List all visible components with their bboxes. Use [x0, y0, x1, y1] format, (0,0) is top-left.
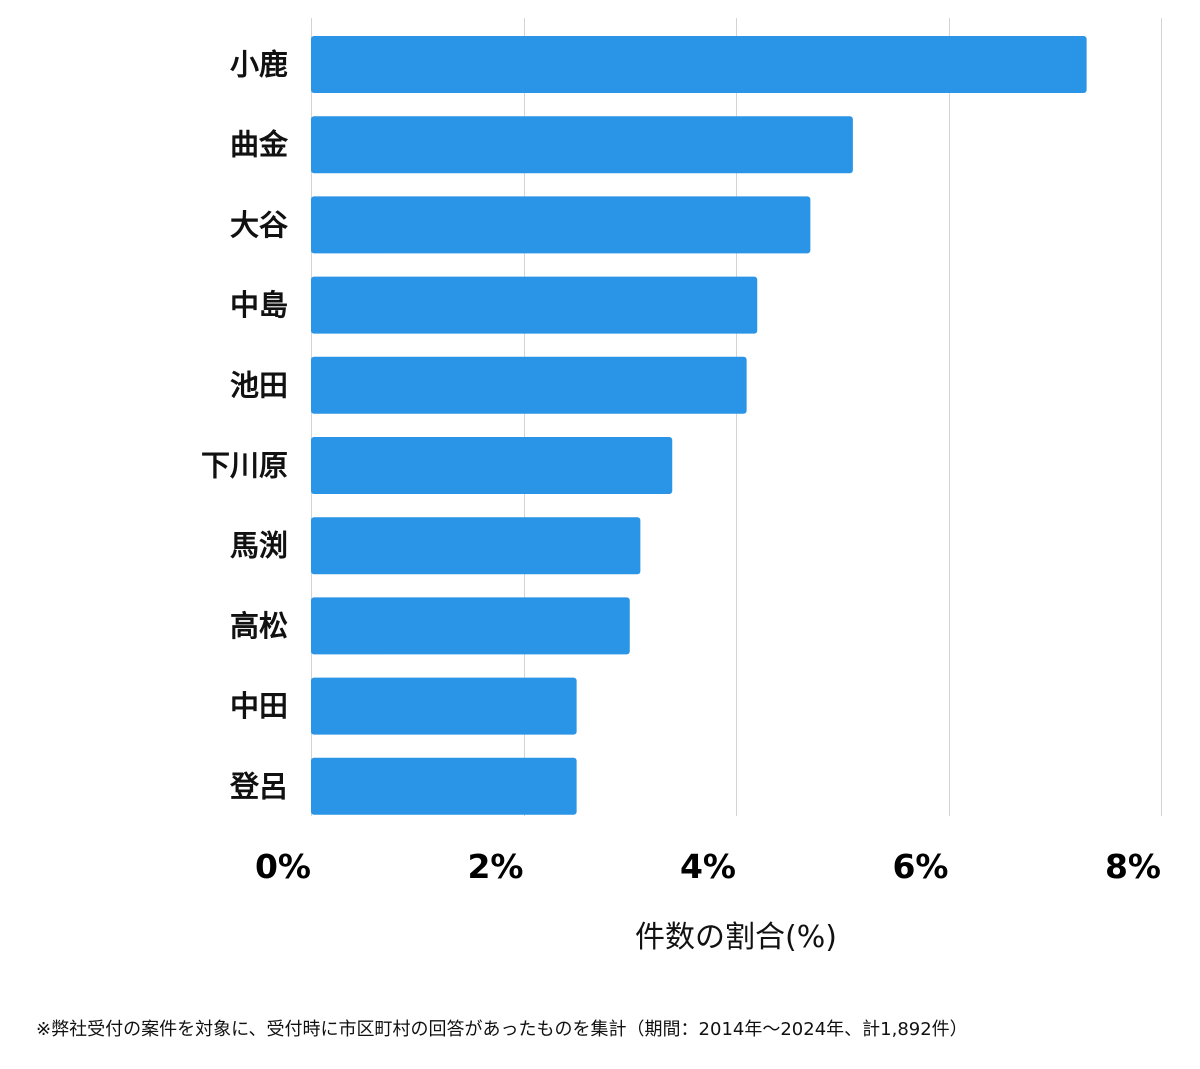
category-label: 池田: [230, 368, 288, 402]
x-tick-label: 4%: [680, 847, 736, 886]
bar: [311, 677, 577, 735]
bar: [311, 116, 853, 174]
x-tick-label: 0%: [255, 847, 311, 886]
category-label: 下川原: [201, 449, 288, 483]
category-label: 小鹿: [230, 48, 288, 82]
bar: [311, 196, 811, 254]
bar: [311, 517, 641, 575]
footnote: ※弊社受付の案件を対象に、受付時に市区町村の回答があったものを集計（期間：201…: [36, 1019, 968, 1040]
category-label: 中島: [230, 288, 288, 322]
x-tick-labels: 0% 2% 4% 6% 8%: [255, 847, 1161, 886]
category-label: 登呂: [229, 769, 288, 803]
category-label: 高松: [230, 609, 288, 643]
x-tick-label: 8%: [1105, 847, 1161, 886]
bar: [311, 757, 577, 815]
bar: [311, 36, 1087, 93]
bar: [311, 276, 758, 334]
bar: [311, 356, 747, 414]
category-label: 中田: [230, 689, 288, 723]
x-tick-label: 6%: [892, 847, 948, 886]
bar: [311, 597, 630, 655]
x-tick-label: 2%: [467, 847, 523, 886]
category-label: 大谷: [230, 208, 289, 242]
bars: [311, 36, 1087, 815]
category-label: 曲金: [230, 128, 289, 162]
x-axis-title: 件数の割合(%): [635, 920, 837, 955]
category-label: 馬渕: [230, 529, 288, 563]
bar: [311, 437, 673, 494]
